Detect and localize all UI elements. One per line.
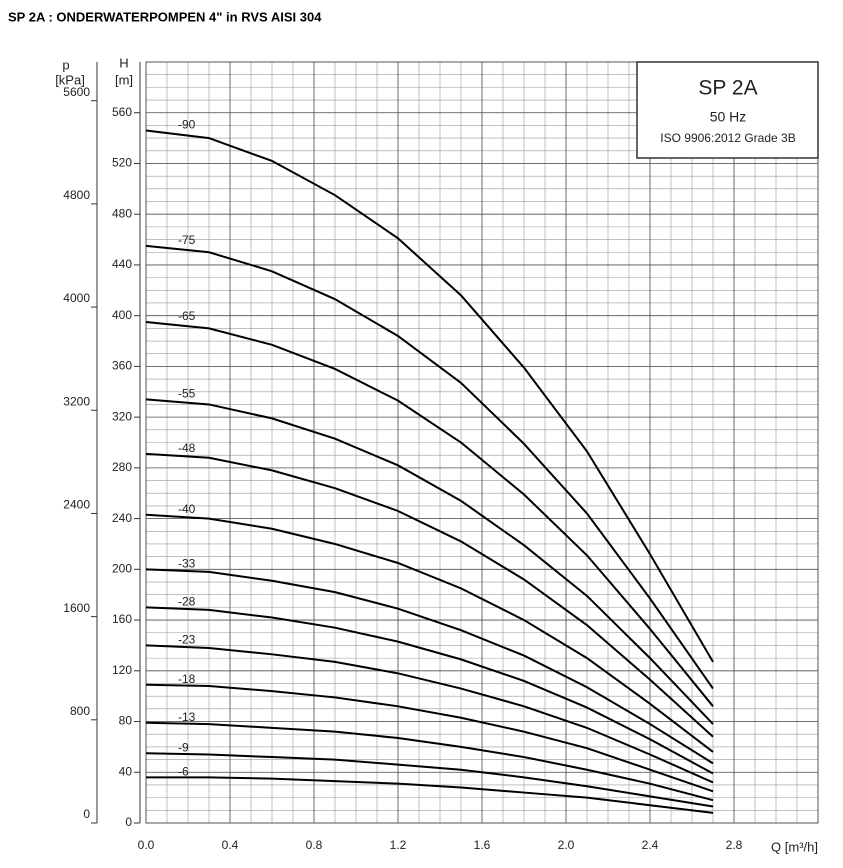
y2-tick-label: 0 bbox=[83, 807, 90, 821]
curve-label: -33 bbox=[178, 557, 196, 571]
curve bbox=[145, 513, 714, 753]
y-tick-label: 360 bbox=[112, 359, 132, 373]
y2-tick-label: 5600 bbox=[63, 85, 90, 99]
y2-axis-unit: [kPa] bbox=[55, 72, 85, 87]
curve-label: -48 bbox=[178, 441, 196, 455]
curve-label: -75 bbox=[178, 233, 196, 247]
plot-frame bbox=[145, 61, 819, 824]
curve-label: -6 bbox=[178, 765, 189, 779]
curve-label: -23 bbox=[178, 633, 196, 647]
info-frequency: 50 Hz bbox=[710, 109, 747, 125]
y-tick-label: 80 bbox=[119, 714, 133, 728]
y-tick-label: 40 bbox=[119, 764, 133, 778]
y-tick-label: 200 bbox=[112, 562, 132, 576]
y-tick-label: 440 bbox=[112, 257, 132, 271]
curve-label: -40 bbox=[178, 502, 196, 516]
curve-label: -55 bbox=[178, 387, 196, 401]
info-model: SP 2A bbox=[698, 77, 757, 100]
y-tick-label: 120 bbox=[112, 663, 132, 677]
curve bbox=[145, 568, 714, 765]
x-tick-label: 1.2 bbox=[390, 838, 407, 852]
y-tick-label: 0 bbox=[125, 815, 132, 829]
y-axis-unit: [m] bbox=[115, 72, 133, 87]
y2-tick-label: 3200 bbox=[63, 394, 90, 408]
x-tick-label: 2.8 bbox=[726, 838, 743, 852]
curve-label: -18 bbox=[178, 672, 196, 686]
curve bbox=[145, 752, 714, 808]
y-tick-label: 400 bbox=[112, 308, 132, 322]
curve-label: -90 bbox=[178, 118, 196, 132]
y2-tick-label: 4800 bbox=[63, 188, 90, 202]
curve bbox=[145, 721, 714, 802]
info-box bbox=[636, 61, 819, 159]
curve-label: -65 bbox=[178, 309, 196, 323]
y-tick-label: 560 bbox=[112, 105, 132, 119]
y2-axis-title: p bbox=[62, 57, 69, 72]
y-tick-label: 320 bbox=[112, 409, 132, 423]
y-tick-label: 480 bbox=[112, 206, 132, 220]
curve bbox=[145, 606, 714, 775]
y2-tick-label: 4000 bbox=[63, 291, 90, 305]
info-standard: ISO 9906:2012 Grade 3B bbox=[660, 131, 795, 145]
curve bbox=[146, 776, 714, 814]
curve bbox=[145, 244, 714, 690]
curve bbox=[145, 129, 714, 663]
x-axis-title: Q [m³/h] bbox=[771, 839, 818, 854]
curve-label: -28 bbox=[178, 595, 196, 609]
x-tick-label: 0.8 bbox=[306, 838, 323, 852]
curve bbox=[145, 452, 714, 738]
x-tick-label: 2.0 bbox=[558, 838, 575, 852]
curve-label: -13 bbox=[178, 710, 196, 724]
y-axis-title: H bbox=[119, 55, 128, 70]
y-tick-label: 240 bbox=[112, 511, 132, 525]
y2-tick-label: 1600 bbox=[63, 601, 90, 615]
x-tick-label: 0.0 bbox=[138, 838, 155, 852]
y2-tick-label: 800 bbox=[70, 704, 90, 718]
x-tick-label: 2.4 bbox=[642, 838, 659, 852]
y-tick-label: 520 bbox=[112, 156, 132, 170]
curve bbox=[145, 644, 714, 784]
curve-label: -9 bbox=[178, 740, 189, 754]
curve bbox=[145, 398, 714, 725]
x-tick-label: 0.4 bbox=[222, 838, 239, 852]
curve bbox=[145, 683, 714, 793]
chart-title: SP 2A : ONDERWATERPOMPEN 4" in RVS AISI … bbox=[8, 9, 322, 24]
x-tick-label: 1.6 bbox=[474, 838, 491, 852]
y2-tick-label: 2400 bbox=[63, 498, 90, 512]
y-tick-label: 160 bbox=[112, 612, 132, 626]
curve bbox=[145, 321, 714, 707]
y-tick-label: 280 bbox=[112, 460, 132, 474]
